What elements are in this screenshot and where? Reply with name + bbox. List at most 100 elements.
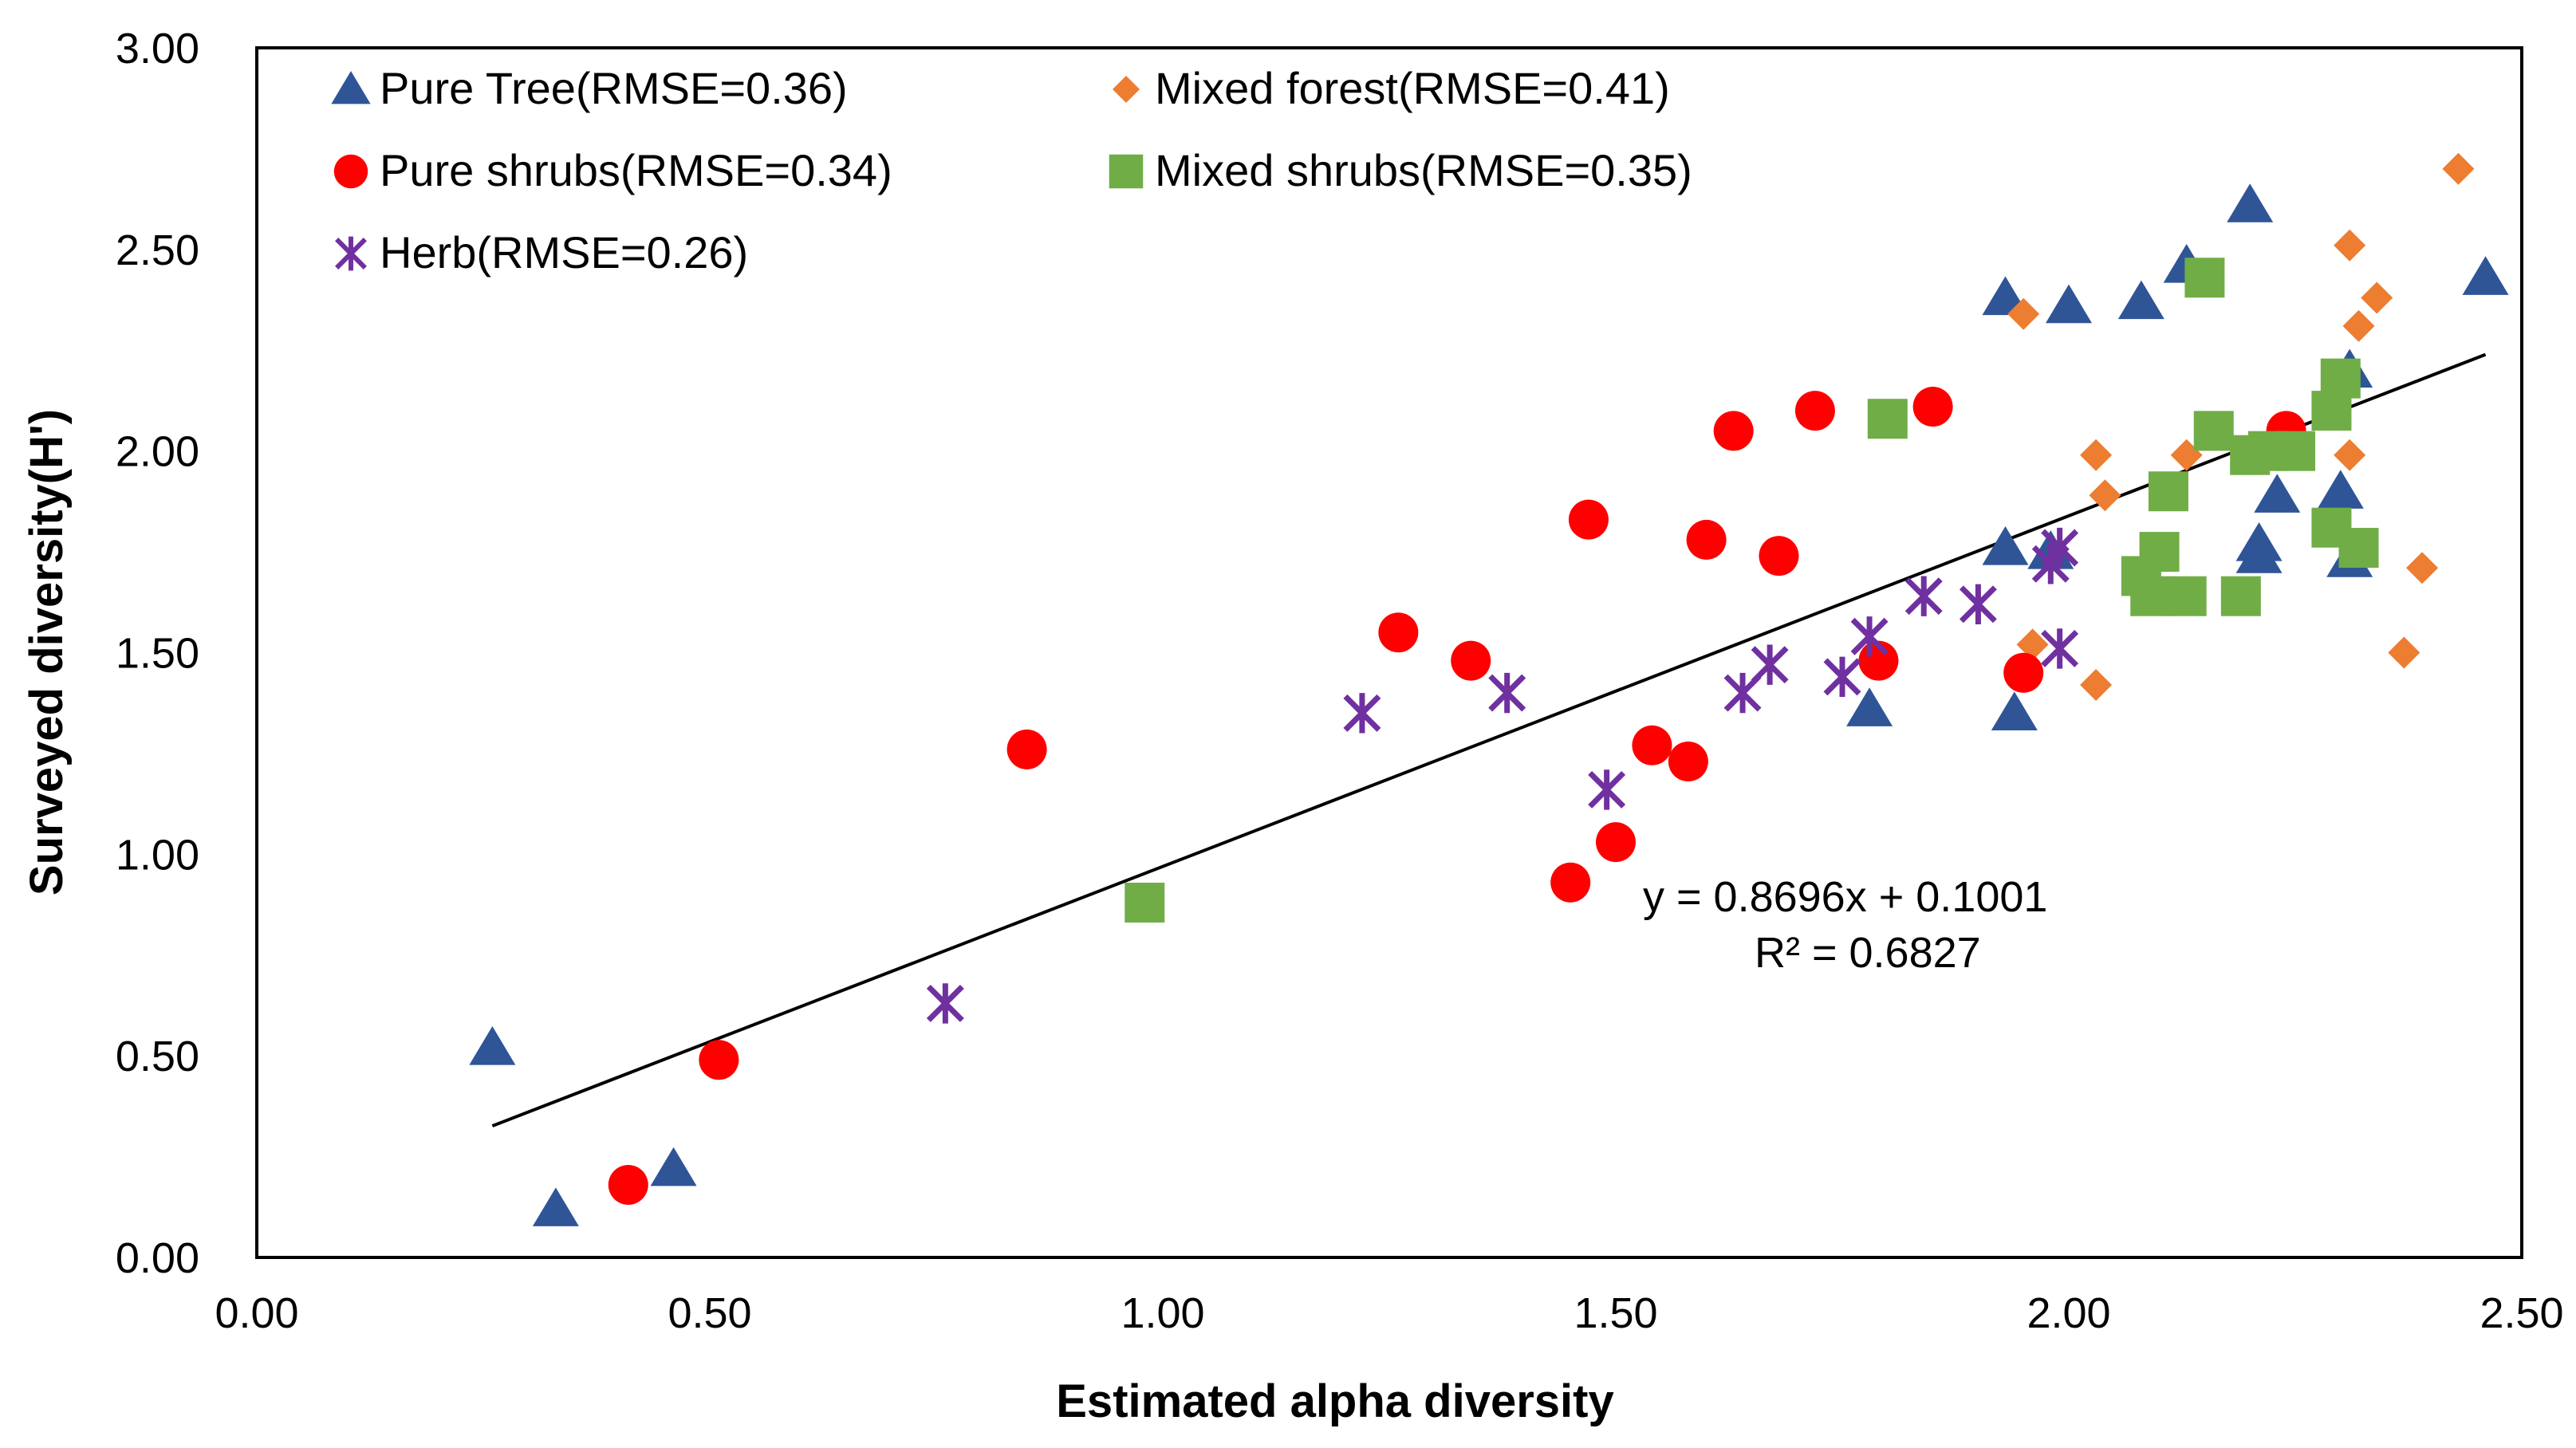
- legend-label: Mixed shrubs(RMSE=0.35): [1155, 145, 1692, 195]
- circle-point: [1006, 729, 1047, 769]
- square-point: [2139, 532, 2180, 573]
- star-point: [2041, 628, 2079, 669]
- y-tick-label: 2.00: [116, 428, 199, 476]
- y-tick-label: 0.50: [116, 1033, 199, 1080]
- triangle-point: [2117, 280, 2164, 320]
- star-point: [2041, 527, 2079, 569]
- circle-point: [1686, 519, 1727, 560]
- circle-point: [1451, 640, 1491, 681]
- series-star: [926, 527, 2079, 1024]
- y-tick-label: 2.50: [116, 226, 199, 274]
- triangle-point: [2227, 183, 2274, 222]
- triangle-point: [469, 1026, 516, 1065]
- legend-entry-star: Herb(RMSE=0.26): [335, 227, 748, 277]
- legend-label: Herb(RMSE=0.26): [380, 227, 748, 277]
- trendline-equation: y = 0.8696x + 0.1001: [1643, 873, 2047, 921]
- diamond-point: [2334, 439, 2366, 471]
- x-tick-label: 2.00: [2027, 1289, 2110, 1337]
- square-point: [2184, 258, 2225, 298]
- triangle-point: [2317, 470, 2364, 509]
- square-point: [1867, 399, 1908, 439]
- axis-ticks: 0.00 0.50 1.00 1.50 2.00 2.50 0.00 0.50 1.00 1.50…: [116, 25, 2564, 1337]
- diamond-point: [2342, 309, 2375, 342]
- square-point: [2130, 576, 2171, 616]
- legend: Pure Tree(RMSE=0.36) Mixed forest(RMSE=0.…: [331, 63, 1692, 277]
- legend-entry-square: Mixed shrubs(RMSE=0.35): [1109, 145, 1692, 195]
- x-tick-label: 1.00: [1121, 1289, 1204, 1337]
- legend-diamond-marker: [1113, 76, 1140, 103]
- triangle-point: [1846, 687, 1893, 726]
- series-diamond: [2007, 152, 2475, 701]
- circle-point: [1378, 612, 1419, 653]
- circle-point: [699, 1040, 739, 1080]
- star-point: [1823, 656, 1861, 698]
- circle-point: [1668, 742, 1708, 782]
- circle-point: [1568, 499, 1609, 540]
- triangle-point: [2046, 284, 2092, 324]
- triangle-point: [2235, 534, 2283, 573]
- plot-area-frame: [255, 46, 2523, 1259]
- x-tick-label: 2.50: [2479, 1289, 2563, 1337]
- star-point: [926, 983, 964, 1024]
- square-point: [2275, 431, 2315, 471]
- star-point: [1850, 616, 1889, 657]
- star-point: [1488, 672, 1526, 714]
- triangle-point: [1982, 526, 2029, 565]
- diamond-point: [2334, 229, 2366, 262]
- square-point: [2148, 471, 2188, 512]
- star-point: [1959, 584, 1997, 625]
- square-point: [1125, 883, 1165, 923]
- y-tick-label: 1.00: [116, 831, 199, 879]
- star-point: [1588, 769, 1626, 810]
- diamond-point: [2089, 479, 2121, 512]
- diamond-point: [2406, 552, 2439, 584]
- y-tick-label: 3.00: [116, 25, 199, 73]
- data-points: [469, 152, 2509, 1226]
- diamond-point: [2080, 439, 2113, 471]
- series-circle: [608, 387, 2306, 1205]
- circle-point: [1794, 391, 1835, 431]
- circle-point: [1550, 862, 1591, 903]
- star-point: [1904, 576, 1943, 616]
- circle-point: [608, 1164, 648, 1205]
- star-point: [1343, 693, 1381, 734]
- x-tick-label: 0.00: [215, 1289, 298, 1337]
- circle-point: [1759, 536, 1799, 576]
- triangle-point: [532, 1187, 579, 1226]
- legend-label: Pure shrubs(RMSE=0.34): [380, 145, 892, 195]
- legend-label: Mixed forest(RMSE=0.41): [1155, 63, 1670, 113]
- diamond-point: [2442, 152, 2475, 185]
- legend-square-marker: [1109, 154, 1144, 189]
- triangle-point: [2462, 256, 2509, 295]
- diamond-point: [2388, 636, 2420, 669]
- legend-entry-diamond: Mixed forest(RMSE=0.41): [1113, 63, 1670, 113]
- legend-triangle-marker: [331, 71, 371, 104]
- diamond-point: [2007, 297, 2040, 330]
- circle-point: [2003, 652, 2044, 693]
- x-axis-title: Estimated alpha diversity: [1056, 1375, 1613, 1427]
- diamond-point: [2361, 281, 2393, 314]
- square-point: [2220, 576, 2261, 616]
- y-axis-title: Surveyed diversity(H'): [21, 409, 73, 895]
- square-point: [2320, 358, 2361, 399]
- circle-point: [1713, 411, 1754, 451]
- square-point: [2193, 411, 2234, 451]
- x-tick-label: 1.50: [1574, 1289, 1657, 1337]
- circle-point: [1912, 387, 1953, 427]
- triangle-point: [650, 1147, 697, 1186]
- diamond-point: [2080, 668, 2113, 701]
- circle-point: [1596, 822, 1636, 863]
- legend-entry-triangle: Pure Tree(RMSE=0.36): [331, 63, 848, 113]
- legend-star-marker: [335, 236, 367, 271]
- triangle-point: [1991, 691, 2038, 730]
- trendline-r-squared: R² = 0.6827: [1755, 929, 1981, 977]
- x-tick-label: 0.50: [668, 1289, 751, 1337]
- y-tick-label: 1.50: [116, 630, 199, 678]
- star-point: [1751, 644, 1789, 685]
- legend-entry-circle: Pure shrubs(RMSE=0.34): [333, 145, 892, 195]
- diamond-point: [2016, 628, 2049, 661]
- triangle-point: [2254, 474, 2301, 513]
- legend-circle-marker: [333, 154, 368, 189]
- square-point: [2338, 528, 2379, 569]
- circle-point: [1632, 725, 1672, 765]
